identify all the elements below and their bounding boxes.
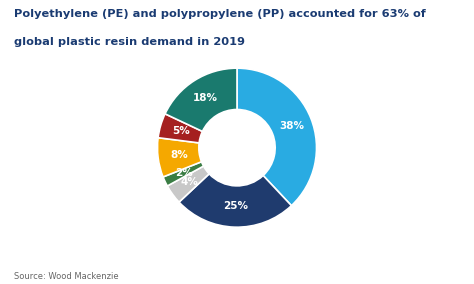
Wedge shape — [157, 138, 201, 177]
Wedge shape — [158, 114, 202, 143]
Text: 38%: 38% — [279, 121, 304, 131]
Text: Source: Wood Mackenzie: Source: Wood Mackenzie — [14, 272, 119, 281]
Text: 2%: 2% — [175, 168, 193, 178]
Wedge shape — [237, 68, 317, 206]
Text: 8%: 8% — [170, 150, 188, 160]
Wedge shape — [167, 166, 209, 202]
Wedge shape — [165, 68, 237, 131]
Text: 4%: 4% — [181, 177, 199, 187]
Wedge shape — [163, 162, 203, 186]
Wedge shape — [179, 174, 292, 227]
Text: 18%: 18% — [193, 93, 218, 103]
Text: Polyethylene (PE) and polypropylene (PP) accounted for 63% of: Polyethylene (PE) and polypropylene (PP)… — [14, 9, 426, 18]
Text: 5%: 5% — [172, 126, 190, 136]
Text: 25%: 25% — [223, 201, 247, 211]
Text: global plastic resin demand in 2019: global plastic resin demand in 2019 — [14, 37, 245, 47]
